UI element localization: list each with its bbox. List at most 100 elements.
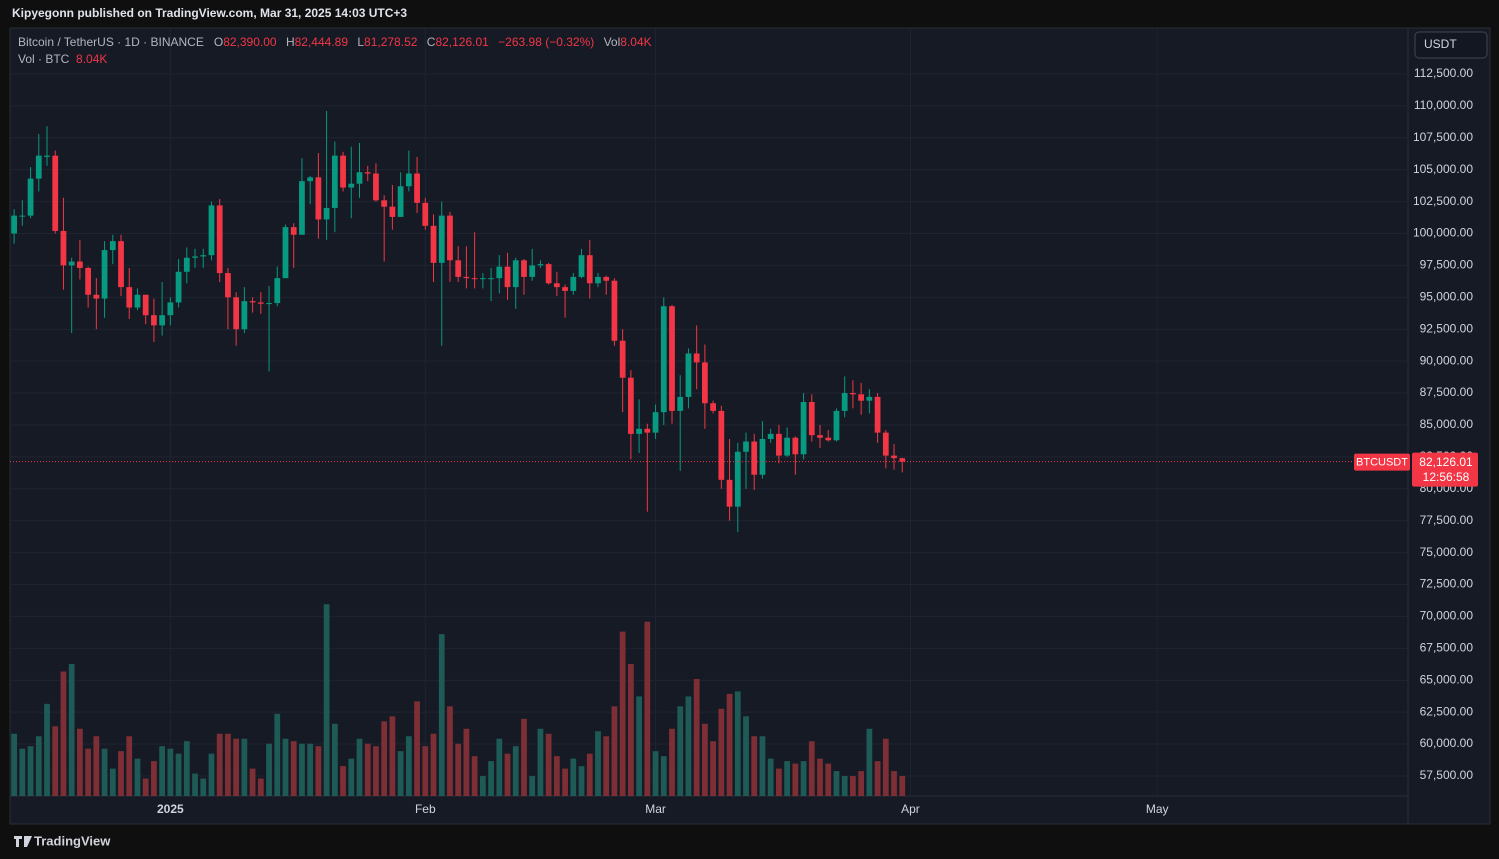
legend: Bitcoin / TetherUS · 1D · BINANCE O82,39… xyxy=(18,34,658,68)
volume-bar xyxy=(142,778,149,796)
volume-bar xyxy=(751,736,758,796)
price-tag-price: 82,126.01 xyxy=(1419,455,1473,469)
volume-bar xyxy=(603,736,610,796)
volume-bar xyxy=(192,773,198,796)
candle-body xyxy=(644,428,651,433)
candle-body xyxy=(274,278,281,304)
candle-body xyxy=(800,401,807,455)
candle-body xyxy=(299,181,305,235)
volume-bar xyxy=(323,604,330,796)
candle-body xyxy=(389,206,396,217)
vol: 8.04K xyxy=(620,35,652,49)
currency-button[interactable] xyxy=(1414,31,1488,59)
y-tick-label: 65,000.00 xyxy=(1420,672,1474,686)
candle-body xyxy=(891,455,897,459)
symbol-tag xyxy=(1354,453,1410,471)
candle-body xyxy=(101,250,108,299)
candle-body xyxy=(759,438,766,475)
y-tick-label: 110,000.00 xyxy=(1414,98,1473,112)
candle-body xyxy=(841,393,848,411)
volume-bar xyxy=(183,741,190,796)
candle-body xyxy=(126,287,133,308)
x-tick-label: 2025 xyxy=(157,802,184,816)
candle-body xyxy=(331,155,338,208)
volume-bar xyxy=(422,746,429,796)
volume-bar xyxy=(134,758,141,796)
volume-bar xyxy=(364,743,371,796)
candle-body xyxy=(562,287,568,291)
x-tick-label: Feb xyxy=(415,802,436,816)
currency-button-label[interactable]: USDT xyxy=(1424,37,1457,51)
volume-bar xyxy=(718,708,725,796)
volume-bar xyxy=(850,776,856,796)
candle-body xyxy=(118,241,124,288)
volume-bar xyxy=(348,758,355,796)
candle-body xyxy=(397,186,404,217)
volume-bar xyxy=(578,766,585,796)
candle-body xyxy=(290,227,297,235)
volume-bar xyxy=(471,756,478,796)
volume-bar xyxy=(726,693,733,796)
volume-bar xyxy=(274,713,281,796)
candle-body xyxy=(710,403,716,411)
candle-body xyxy=(463,276,470,279)
volume-bar xyxy=(586,753,593,796)
candle-body xyxy=(200,255,207,257)
volume-bar xyxy=(562,768,568,796)
volume-bar xyxy=(784,761,791,796)
y-tick-label: 105,000.00 xyxy=(1413,162,1473,176)
candle-body xyxy=(77,261,83,268)
low: 81,278.52 xyxy=(364,35,418,49)
candle-body xyxy=(348,183,355,188)
candle-body xyxy=(858,394,865,401)
volume-bar xyxy=(27,746,34,796)
candle-body xyxy=(627,377,634,434)
change: −263.98 (−0.32%) xyxy=(498,35,595,49)
volume-bar xyxy=(619,631,626,796)
candle-body xyxy=(381,200,388,207)
volume-bar xyxy=(397,751,404,796)
candle-body xyxy=(603,276,610,281)
volume-bar xyxy=(652,751,659,796)
volume-bar xyxy=(11,733,17,796)
volume-bar xyxy=(463,728,470,796)
volume-bar xyxy=(644,621,651,796)
candle-body xyxy=(93,294,100,299)
volume-bar xyxy=(685,696,692,796)
volume-bar xyxy=(19,748,26,796)
candle-body xyxy=(151,315,157,326)
symbol-tag-label: BTCUSDT xyxy=(1356,457,1408,469)
volume-bar xyxy=(570,758,577,796)
volume-bar xyxy=(512,746,519,796)
y-tick-label: 57,500.00 xyxy=(1420,768,1474,782)
candle-body xyxy=(19,215,26,217)
volume-bar xyxy=(257,778,264,796)
volume-bar xyxy=(373,746,379,796)
candle-body xyxy=(85,267,92,295)
candle-body xyxy=(405,173,412,187)
volume-bar xyxy=(175,753,182,796)
volume-bar xyxy=(430,733,437,796)
legend-row: Bitcoin / TetherUS · 1D · BINANCE O82,39… xyxy=(18,34,658,51)
candle-body xyxy=(529,265,536,277)
volume-bar xyxy=(233,738,240,796)
candle-body xyxy=(257,302,264,304)
key: H xyxy=(285,35,295,49)
volume-bar xyxy=(496,738,503,796)
volume-bar xyxy=(414,701,420,796)
candle-body xyxy=(512,260,519,288)
key: O xyxy=(213,35,224,49)
candle-body xyxy=(636,428,642,434)
candle-body xyxy=(35,155,42,179)
candle-body xyxy=(702,362,708,404)
candle-body xyxy=(142,294,149,316)
x-tick-label: Apr xyxy=(901,802,920,816)
candle-body xyxy=(159,315,166,326)
chart-pane xyxy=(9,27,1491,825)
volume-bar xyxy=(307,743,314,796)
volume-bar xyxy=(841,776,848,796)
volume-bar xyxy=(249,768,256,796)
volume-bar xyxy=(159,746,166,796)
volume-bar xyxy=(833,771,840,796)
